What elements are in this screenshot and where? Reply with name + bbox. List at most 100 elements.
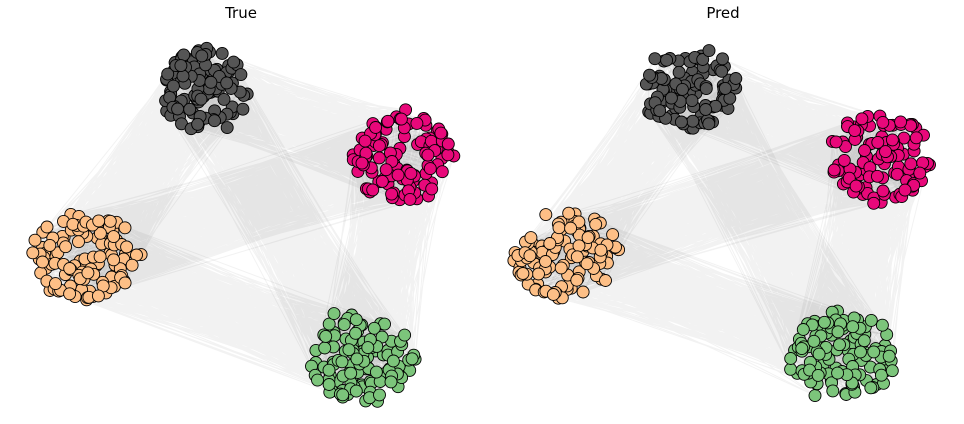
node: [369, 121, 383, 134]
edge-bundle: [32, 109, 454, 301]
node: [394, 112, 408, 126]
node: [594, 243, 608, 257]
node: [410, 116, 424, 130]
node: [435, 165, 449, 179]
node: [372, 151, 386, 165]
node: [812, 347, 826, 361]
node: [904, 157, 918, 171]
node: [59, 240, 73, 254]
node: [434, 126, 448, 140]
node: [606, 228, 620, 242]
node: [311, 373, 324, 387]
node: [543, 237, 557, 250]
node: [554, 261, 568, 275]
node: [103, 214, 117, 228]
node: [876, 115, 890, 129]
node: [784, 362, 798, 376]
node: [425, 182, 439, 196]
node: [699, 103, 713, 116]
node: [562, 206, 576, 220]
node: [236, 102, 250, 116]
cluster-magenta: [346, 103, 461, 207]
edge-bundle: [790, 115, 930, 396]
node: [672, 65, 686, 79]
node: [319, 329, 333, 343]
node: [63, 287, 77, 301]
node: [523, 249, 537, 263]
node: [807, 334, 821, 348]
edge-bundle: [32, 213, 416, 402]
edge-bundle: [645, 50, 893, 396]
node: [171, 102, 185, 116]
node: [829, 135, 843, 149]
node: [808, 389, 822, 403]
node: [864, 381, 878, 395]
node: [715, 64, 729, 78]
node: [208, 114, 221, 128]
node: [120, 240, 134, 254]
node: [660, 53, 674, 67]
true-graph: [26, 41, 461, 408]
pred-graph: [507, 44, 936, 403]
node: [795, 342, 809, 356]
node: [36, 255, 49, 269]
node: [161, 67, 175, 81]
node: [350, 352, 364, 366]
edge-bundle: [513, 115, 930, 299]
node: [217, 92, 231, 106]
node: [827, 163, 841, 177]
node: [441, 148, 455, 162]
edge-bundle: [311, 109, 455, 402]
node: [194, 92, 208, 106]
node: [685, 94, 699, 108]
node: [696, 53, 710, 66]
node: [849, 179, 863, 193]
edge-bundle: [165, 47, 454, 201]
node: [858, 144, 871, 157]
node: [367, 321, 381, 335]
node: [546, 288, 560, 301]
node: [552, 221, 566, 235]
node: [876, 184, 890, 198]
node: [898, 183, 912, 197]
node: [349, 326, 363, 340]
node: [191, 117, 205, 131]
node: [837, 153, 851, 167]
node: [118, 221, 132, 235]
node: [890, 167, 904, 181]
node: [885, 133, 899, 147]
node: [811, 368, 825, 382]
node: [909, 131, 923, 145]
node: [653, 104, 667, 118]
cluster-magenta: [825, 109, 936, 210]
node: [107, 230, 121, 244]
node: [576, 285, 590, 299]
cluster-green: [784, 304, 899, 403]
node: [381, 114, 395, 128]
cluster-green: [305, 307, 422, 408]
node: [404, 166, 418, 180]
node: [118, 276, 132, 290]
node: [40, 220, 54, 234]
node: [532, 267, 545, 281]
node: [384, 375, 398, 389]
node: [854, 345, 867, 359]
node: [107, 253, 121, 267]
node: [204, 75, 218, 89]
node: [183, 102, 197, 116]
node: [570, 273, 584, 287]
edge-bundle: [165, 48, 416, 402]
node: [599, 274, 612, 287]
node: [864, 313, 878, 327]
edge-bundle: [513, 50, 737, 299]
node: [220, 121, 234, 135]
node: [336, 388, 350, 402]
node: [125, 258, 139, 272]
node: [176, 69, 190, 83]
node: [215, 46, 229, 60]
node: [327, 307, 341, 321]
node: [373, 388, 386, 402]
node: [882, 349, 896, 363]
node: [718, 81, 732, 95]
node: [379, 163, 393, 177]
